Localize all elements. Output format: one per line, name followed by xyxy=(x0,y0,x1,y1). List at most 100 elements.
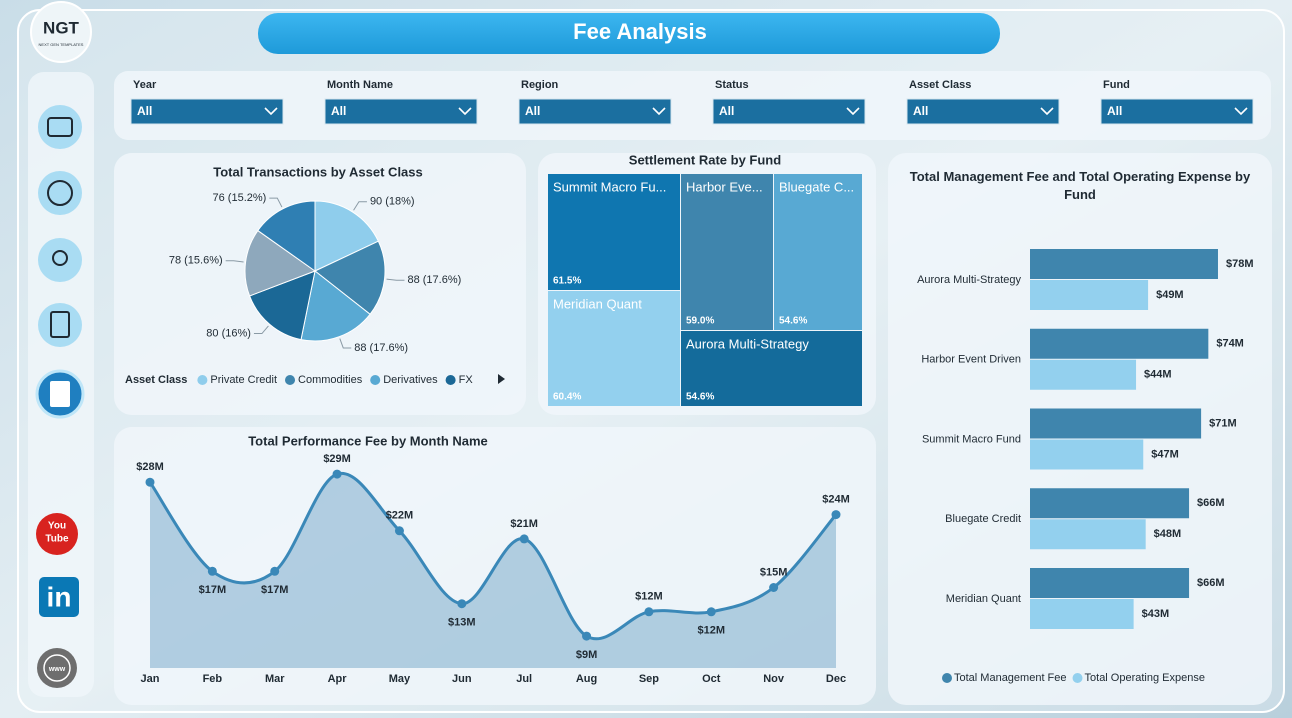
data-label: 90 (18%) xyxy=(370,196,415,208)
data-label: $24M xyxy=(822,494,850,506)
data-label: 76 (15.2%) xyxy=(213,192,267,204)
bar xyxy=(1030,328,1209,359)
x-tick-label: Jan xyxy=(141,673,160,685)
filter-dropdown[interactable] xyxy=(130,98,284,125)
leader-line xyxy=(269,197,283,208)
data-label: $48M xyxy=(1154,528,1182,540)
point xyxy=(644,607,654,617)
data-label: $47M xyxy=(1151,448,1179,460)
legend-label: Derivatives xyxy=(383,374,438,386)
x-tick-label: Aug xyxy=(576,673,597,685)
cell-label: Summit Macro Fu... xyxy=(553,179,666,194)
treemap-cell xyxy=(681,174,773,330)
data-label: $74M xyxy=(1216,338,1244,350)
leader-line xyxy=(339,338,352,349)
bar xyxy=(1030,599,1134,629)
point xyxy=(769,583,779,592)
y-tick-label: Aurora Multi-Strategy xyxy=(917,274,1021,286)
point xyxy=(145,477,155,487)
linkedin-icon[interactable] xyxy=(39,577,79,617)
cell-label: Meridian Quant xyxy=(553,296,642,311)
filter-value: All xyxy=(331,104,346,118)
filter-dropdown[interactable] xyxy=(518,98,672,125)
filter-label: Year xyxy=(133,79,157,91)
data-label: $66M xyxy=(1197,497,1225,509)
data-label: $9M xyxy=(576,649,597,661)
filter-label: Status xyxy=(715,79,749,91)
web-icon[interactable] xyxy=(37,648,77,688)
legend-swatch xyxy=(285,375,296,385)
data-label: $17M xyxy=(261,584,289,596)
nav-icon-glyph xyxy=(50,311,70,338)
leader-line xyxy=(253,325,269,335)
dropdown-chevron xyxy=(1040,107,1054,116)
data-label: 59.0% xyxy=(686,316,714,327)
data-label: $22M xyxy=(386,510,414,522)
point xyxy=(457,599,467,609)
treemap-cell xyxy=(548,174,680,290)
filter-dropdown[interactable] xyxy=(712,98,866,125)
x-tick-label: Jul xyxy=(516,673,532,685)
x-tick-label: Feb xyxy=(203,673,223,685)
nav-icon-glyph xyxy=(47,117,73,137)
data-label: 54.6% xyxy=(779,316,807,327)
point xyxy=(831,510,841,520)
data-label: $13M xyxy=(448,617,476,629)
pie-slice xyxy=(244,229,317,297)
legend-label: Total Management Fee xyxy=(954,672,1067,684)
x-tick-label: Jun xyxy=(452,673,472,685)
bar xyxy=(1030,568,1190,598)
point xyxy=(582,631,592,641)
filter-dropdown[interactable] xyxy=(1100,98,1254,125)
bar xyxy=(1030,439,1144,470)
point xyxy=(394,526,404,536)
legend-swatch xyxy=(370,375,381,385)
y-tick-label: Harbor Event Driven xyxy=(921,354,1021,366)
legend-title: Asset Class xyxy=(125,374,187,386)
pie-slice xyxy=(257,200,316,272)
legend-label: FX xyxy=(459,374,474,386)
x-tick-label: Nov xyxy=(763,673,785,685)
x-tick-label: Oct xyxy=(702,673,721,685)
filter-value: All xyxy=(913,104,928,118)
filter-value: All xyxy=(719,104,734,118)
dropdown-chevron xyxy=(1234,107,1248,116)
treemap-cell xyxy=(681,331,862,406)
data-label: $28M xyxy=(136,461,164,473)
chart-title: Total Transactions by Asset Class xyxy=(213,164,423,179)
data-label: $44M xyxy=(1144,369,1172,381)
data-label: $71M xyxy=(1209,417,1237,429)
pie-slice xyxy=(300,270,371,342)
logo xyxy=(30,1,92,63)
dropdown-chevron xyxy=(458,107,472,116)
point xyxy=(706,607,716,617)
nav-icon[interactable] xyxy=(38,105,82,149)
point xyxy=(519,534,529,544)
pie-slice xyxy=(314,200,380,272)
data-label: $49M xyxy=(1156,289,1184,301)
legend-swatch xyxy=(942,673,952,683)
youtube-icon[interactable] xyxy=(36,513,78,555)
legend-scroll-arrow[interactable] xyxy=(498,374,505,384)
legend-swatch xyxy=(197,375,208,385)
filter-dropdown[interactable] xyxy=(906,98,1060,125)
leader-line xyxy=(225,260,244,263)
nav-icon[interactable] xyxy=(38,238,82,282)
data-label: $43M xyxy=(1142,608,1170,620)
data-label: 60.4% xyxy=(553,392,581,403)
nav-icon[interactable] xyxy=(38,303,82,347)
data-label: $29M xyxy=(323,453,351,465)
leader-line xyxy=(386,278,405,281)
cell-label: Harbor Eve... xyxy=(686,179,763,194)
filter-value: All xyxy=(525,104,540,118)
treemap-cell xyxy=(774,174,862,330)
filter-dropdown[interactable] xyxy=(324,98,478,125)
nav-icon-glyph xyxy=(52,250,68,266)
point xyxy=(207,566,217,576)
x-tick-label: Sep xyxy=(639,673,659,685)
nav-icon[interactable] xyxy=(38,171,82,215)
filter-label: Fund xyxy=(1103,79,1130,91)
chart-title: Settlement Rate by Fund xyxy=(629,152,781,167)
legend-label: Private Credit xyxy=(210,374,277,386)
